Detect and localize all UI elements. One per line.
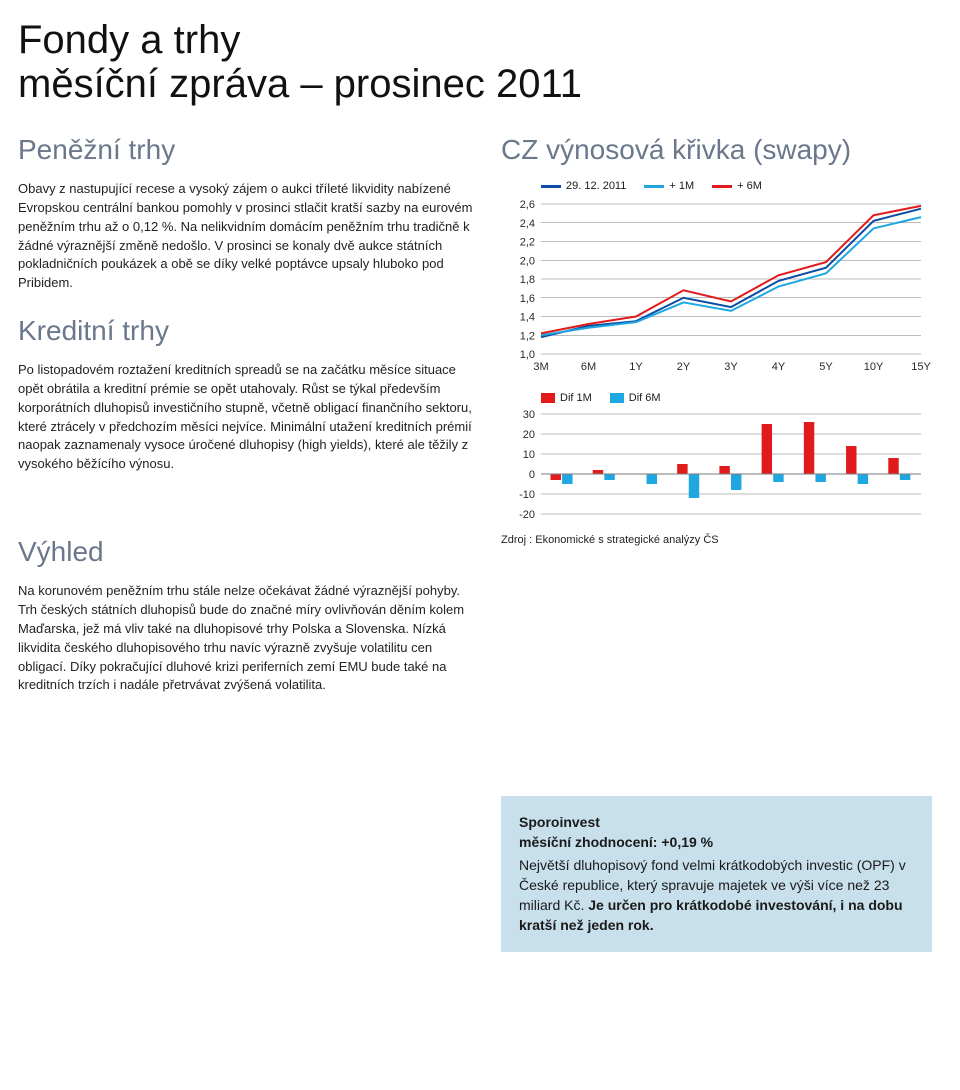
- section-body-credit-markets: Po listopadovém roztažení kreditních spr…: [18, 361, 473, 474]
- legend-item: Dif 6M: [610, 392, 661, 404]
- svg-text:30: 30: [523, 409, 535, 421]
- chart-source: Zdroj : Ekonomické s strategické analýzy…: [501, 534, 932, 546]
- svg-text:15Y: 15Y: [911, 361, 931, 373]
- legend-label: Dif 1M: [560, 392, 592, 404]
- bar-chart: Dif 1M Dif 6M -20 -10 0 10 20 30: [501, 392, 932, 526]
- section-title-money-markets: Peněžní trhy: [18, 134, 473, 166]
- svg-text:1Y: 1Y: [629, 361, 643, 373]
- svg-text:2,0: 2,0: [520, 255, 535, 267]
- section-body-outlook: Na korunovém peněžním trhu stále nelze o…: [18, 582, 473, 695]
- left-column: Peněžní trhy Obavy z nastupující recese …: [18, 134, 473, 952]
- legend-swatch: [541, 393, 555, 403]
- svg-text:-10: -10: [519, 489, 535, 501]
- section-title-outlook: Výhled: [18, 536, 473, 568]
- title-line-2: měsíční zpráva – prosinec 2011: [18, 62, 582, 106]
- svg-text:2,4: 2,4: [520, 218, 535, 230]
- callout-body: Největší dluhopisový fond velmi krátkodo…: [519, 855, 914, 936]
- page-title: Fondy a trhy měsíční zpráva – prosinec 2…: [18, 18, 932, 106]
- legend-swatch: [644, 185, 664, 188]
- line-chart-legend: 29. 12. 2011 + 1M + 6M: [541, 180, 932, 192]
- legend-item: + 1M: [644, 180, 694, 192]
- legend-swatch: [610, 393, 624, 403]
- svg-text:1,4: 1,4: [520, 312, 535, 324]
- section-body-money-markets: Obavy z nastupující recese a vysoký záje…: [18, 180, 473, 293]
- right-column: CZ výnosová křivka (swapy) 29. 12. 2011 +…: [501, 134, 932, 952]
- svg-text:2,6: 2,6: [520, 199, 535, 211]
- svg-text:10: 10: [523, 449, 535, 461]
- section-title-credit-markets: Kreditní trhy: [18, 315, 473, 347]
- legend-swatch: [712, 185, 732, 188]
- callout-title: Sporoinvest: [519, 812, 914, 832]
- svg-text:2Y: 2Y: [677, 361, 691, 373]
- svg-text:3M: 3M: [533, 361, 548, 373]
- svg-text:3Y: 3Y: [724, 361, 738, 373]
- legend-label: + 1M: [669, 180, 694, 192]
- legend-item: 29. 12. 2011: [541, 180, 626, 192]
- legend-label: 29. 12. 2011: [566, 180, 626, 192]
- svg-text:-20: -20: [519, 509, 535, 521]
- legend-label: + 6M: [737, 180, 762, 192]
- line-chart: 29. 12. 2011 + 1M + 6M 1,0 1,2 1,4 1,6 1,8 2,0 2…: [501, 180, 932, 384]
- svg-text:1,2: 1,2: [520, 330, 535, 342]
- callout-box: Sporoinvest měsíční zhodnocení: +0,19 % …: [501, 796, 932, 952]
- svg-text:0: 0: [529, 469, 535, 481]
- title-line-1: Fondy a trhy: [18, 18, 240, 62]
- svg-text:4Y: 4Y: [772, 361, 786, 373]
- svg-text:10Y: 10Y: [864, 361, 884, 373]
- line-chart-svg: 1,0 1,2 1,4 1,6 1,8 2,0 2,2 2,4 2,6 3M 6M 1Y 2Y 3Y 4Y 5…: [501, 194, 931, 384]
- legend-label: Dif 6M: [629, 392, 661, 404]
- svg-text:2,2: 2,2: [520, 237, 535, 249]
- chart-title: CZ výnosová křivka (swapy): [501, 134, 932, 166]
- svg-text:5Y: 5Y: [819, 361, 833, 373]
- svg-text:1,8: 1,8: [520, 274, 535, 286]
- bar-chart-legend: Dif 1M Dif 6M: [541, 392, 932, 404]
- svg-text:20: 20: [523, 429, 535, 441]
- legend-swatch: [541, 185, 561, 188]
- bar-chart-svg: -20 -10 0 10 20 30: [501, 406, 931, 526]
- callout-subtitle: měsíční zhodnocení: +0,19 %: [519, 832, 914, 852]
- legend-item: Dif 1M: [541, 392, 592, 404]
- svg-text:1,6: 1,6: [520, 293, 535, 305]
- svg-text:1,0: 1,0: [520, 349, 535, 361]
- legend-item: + 6M: [712, 180, 762, 192]
- svg-text:6M: 6M: [581, 361, 596, 373]
